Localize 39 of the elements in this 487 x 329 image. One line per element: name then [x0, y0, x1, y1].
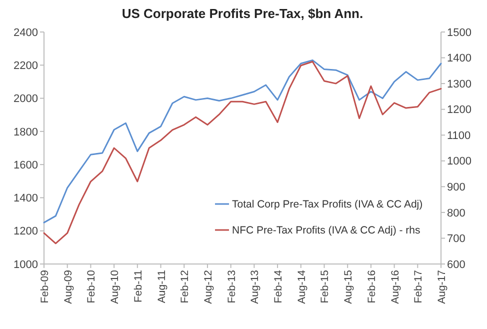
x-tick-label: Aug-11 [156, 270, 168, 304]
x-tick-label: Feb-09 [39, 270, 51, 304]
y2-tick-label: 1400 [447, 52, 472, 65]
x-tick-label: Aug-15 [342, 270, 355, 304]
y-tick-label: 1200 [14, 226, 38, 238]
x-tick-label: Feb-12 [179, 270, 192, 304]
legend-label: NFC Pre-Tax Profits (IVA & CC Adj) - rhs [232, 224, 420, 237]
x-tick-label: Feb-13 [226, 270, 238, 304]
x-tick-label: Feb-15 [319, 270, 332, 304]
y-tick-label: 1600 [14, 159, 38, 172]
x-tick-label: Feb-17 [412, 270, 425, 304]
x-tick-label: Feb-10 [86, 270, 98, 304]
y2-tick-label: 800 [447, 207, 466, 220]
y2-tick-label: 1100 [447, 130, 471, 142]
y-tick-label: 1800 [14, 126, 38, 138]
y2-tick-label: 700 [447, 233, 466, 246]
y2-tick-label: 1500 [447, 26, 472, 39]
x-tick-label: Aug-13 [249, 270, 262, 304]
legend-label: Total Corp Pre-Tax Profits (IVA & CC Adj) [232, 198, 423, 211]
y2-tick-label: 1200 [447, 104, 472, 116]
x-tick-label: Aug-09 [62, 270, 74, 304]
y-tick-label: 1000 [14, 258, 38, 271]
y-tick-label: 2200 [14, 60, 38, 72]
y2-tick-label: 1300 [447, 78, 472, 90]
x-tick-label: Aug-17 [436, 270, 448, 304]
x-tick-label: Aug-12 [202, 270, 214, 304]
x-tick-label: Aug-16 [389, 270, 402, 304]
x-tick-label: Feb-14 [272, 270, 285, 304]
x-tick-label: Aug-14 [296, 270, 308, 304]
y2-tick-label: 600 [447, 258, 466, 271]
x-tick-label: Aug-10 [109, 270, 122, 304]
y2-tick-label: 900 [447, 182, 466, 194]
y-tick-label: 2000 [14, 93, 38, 106]
chart-title: US Corporate Profits Pre-Tax, $bn Ann. [122, 6, 364, 21]
y-tick-label: 2400 [14, 26, 38, 39]
x-tick-label: Feb-11 [132, 270, 144, 302]
x-tick-label: Feb-16 [366, 270, 378, 304]
y-tick-label: 1400 [14, 192, 38, 205]
y2-tick-label: 1000 [447, 156, 472, 168]
